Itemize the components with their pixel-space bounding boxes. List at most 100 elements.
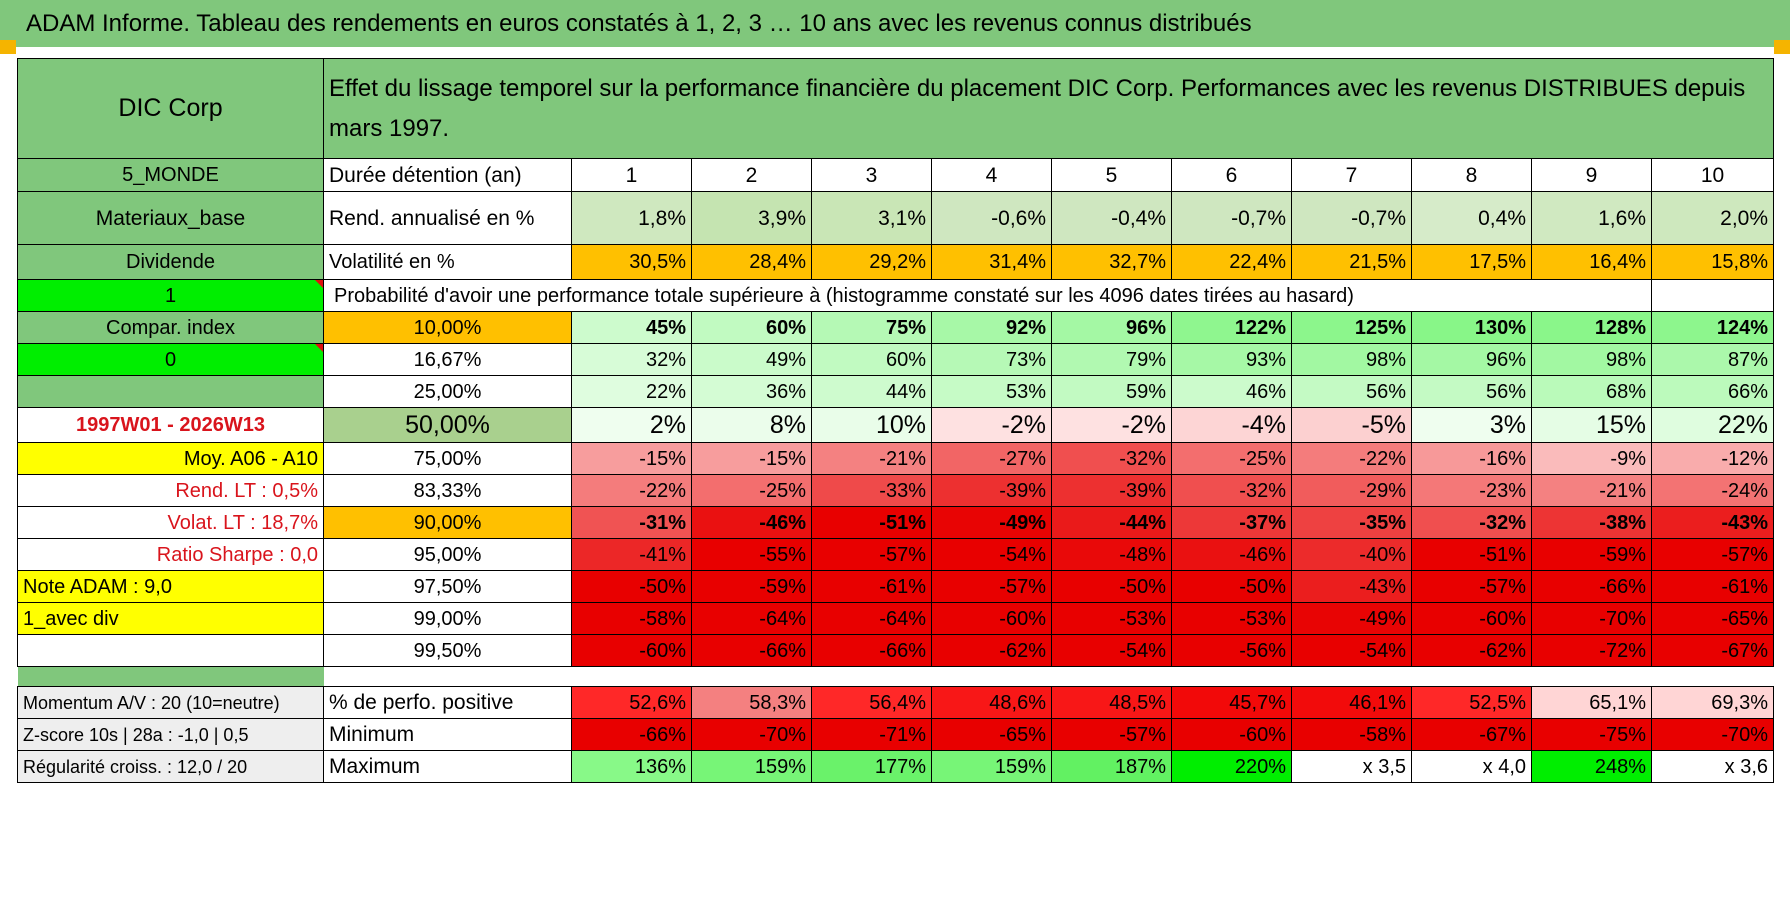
quantile-value: -58% <box>571 602 692 635</box>
year-header: 2 <box>691 158 812 192</box>
quantile-value: -54% <box>1051 634 1172 667</box>
max-value: x 4,0 <box>1411 750 1532 783</box>
quantile-value: -50% <box>1051 570 1172 603</box>
regularite-label: Régularité croiss. : 12,0 / 20 <box>17 750 324 783</box>
quantile-value: -35% <box>1291 506 1412 539</box>
min-value: -65% <box>931 718 1052 751</box>
div-label: 1_avec div <box>17 602 324 635</box>
quantile-value: -62% <box>931 634 1052 667</box>
quantile-value: -62% <box>1411 634 1532 667</box>
quantile-value: -49% <box>1291 602 1412 635</box>
quantile-value: 128% <box>1531 311 1652 344</box>
quantile-value: -55% <box>691 538 812 571</box>
quantile-value: 46% <box>1171 375 1292 408</box>
quantile-value: 44% <box>811 375 932 408</box>
quantile-value: -64% <box>691 602 812 635</box>
quantile-row: 25,00% 22% 36% 44% 53% 59% 46% 56% 56% 68% 66% <box>17 375 1775 408</box>
quantile-value: 96% <box>1411 343 1532 376</box>
sharpe-label: Ratio Sharpe : 0,0 <box>17 538 324 571</box>
quantile-value: 53% <box>931 375 1052 408</box>
vol-value: 17,5% <box>1411 244 1532 280</box>
year-header: 1 <box>571 158 692 192</box>
quantile-value: 79% <box>1051 343 1172 376</box>
quantile-value: -57% <box>1650 538 1775 571</box>
min-value: -60% <box>1171 718 1292 751</box>
quantile-value: -39% <box>931 474 1052 507</box>
quantile-value: -5% <box>1291 407 1412 443</box>
quantile-value: -22% <box>571 474 692 507</box>
max-value: 220% <box>1171 750 1292 783</box>
quantile-row: Rend. LT : 0,5% 83,33% -22% -25% -33% -39% -39… <box>17 474 1775 507</box>
zone-label: 5_MONDE <box>17 158 324 192</box>
quantile-value: -65% <box>1650 602 1775 635</box>
quantile-value: -51% <box>811 506 932 539</box>
quantile-value: 22% <box>571 375 692 408</box>
quantile-value: -60% <box>571 634 692 667</box>
rend-value: 3,1% <box>811 191 932 245</box>
quantile-value: -9% <box>1531 442 1652 475</box>
quantile-value: -25% <box>691 474 812 507</box>
rend-row: Materiaux_base Rend. annualisé en % 1,8% 3,… <box>17 191 1775 245</box>
vol-value: 32,7% <box>1051 244 1172 280</box>
rend-lt-label: Rend. LT : 0,5% <box>17 474 324 507</box>
vol-value: 22,4% <box>1171 244 1292 280</box>
max-value: 159% <box>931 750 1052 783</box>
quantile-value: -70% <box>1531 602 1652 635</box>
max-value: x 3,6 <box>1650 750 1775 783</box>
quantile-level: 99,50% <box>323 634 572 667</box>
max-row: Régularité croiss. : 12,0 / 20 Maximum 136… <box>17 750 1775 783</box>
empty-cell <box>1531 279 1652 312</box>
pct-pos-label: % de perfo. positive <box>323 686 572 719</box>
quantile-value: -21% <box>811 442 932 475</box>
quantile-value: -66% <box>691 634 812 667</box>
quantile-value: -22% <box>1291 442 1412 475</box>
quantile-value: -29% <box>1291 474 1412 507</box>
quantile-value: -49% <box>931 506 1052 539</box>
rend-value: -0,4% <box>1051 191 1172 245</box>
fund-description: Effet du lissage temporel sur la perform… <box>322 58 1775 159</box>
quantile-value: 75% <box>811 311 932 344</box>
quantile-value: -53% <box>1051 602 1172 635</box>
quantile-value: -60% <box>931 602 1052 635</box>
quantile-value: -57% <box>811 538 932 571</box>
quantile-value: -15% <box>571 442 692 475</box>
quantile-value: -46% <box>691 506 812 539</box>
quantile-value: -46% <box>1171 538 1292 571</box>
quantile-value: -32% <box>1171 474 1292 507</box>
vol-row: Dividende Volatilité en % 30,5% 28,4% 29,2% 3… <box>17 244 1775 280</box>
min-value: -57% <box>1051 718 1172 751</box>
fund-name: DIC Corp <box>17 58 324 159</box>
min-value: -58% <box>1291 718 1412 751</box>
quantile-value: 2% <box>571 407 692 443</box>
rend-value: -0,7% <box>1171 191 1292 245</box>
quantile-value: -61% <box>1650 570 1775 603</box>
min-value: -67% <box>1411 718 1532 751</box>
pct-pos-value: 52,6% <box>571 686 692 719</box>
quantile-value: 59% <box>1051 375 1172 408</box>
year-header: 7 <box>1291 158 1412 192</box>
quantile-value: -43% <box>1650 506 1775 539</box>
quantile-value: -32% <box>1411 506 1532 539</box>
quantile-value: 45% <box>571 311 692 344</box>
quantile-row: 1997W01 - 2026W13 50,00% 2% 8% 10% -2% -2% -4% -… <box>17 407 1775 443</box>
quantile-value: 60% <box>811 343 932 376</box>
vol-value: 29,2% <box>811 244 932 280</box>
quantile-value: -44% <box>1051 506 1172 539</box>
quantile-value: 87% <box>1650 343 1775 376</box>
quantile-value: -67% <box>1650 634 1775 667</box>
flag-one: 1 <box>17 279 324 312</box>
quantile-value: -27% <box>931 442 1052 475</box>
quantile-value: 122% <box>1171 311 1292 344</box>
rend-value: 1,6% <box>1531 191 1652 245</box>
year-header: 10 <box>1650 158 1775 192</box>
quantile-level: 97,50% <box>323 570 572 603</box>
quantile-level: 25,00% <box>323 375 572 408</box>
quantile-value: 124% <box>1650 311 1775 344</box>
quantile-value: -15% <box>691 442 812 475</box>
vol-value: 31,4% <box>931 244 1052 280</box>
separator-space <box>324 667 1774 687</box>
quantile-value: 98% <box>1291 343 1412 376</box>
quantile-value: -39% <box>1051 474 1172 507</box>
vol-value: 21,5% <box>1291 244 1412 280</box>
quantile-value: -53% <box>1171 602 1292 635</box>
